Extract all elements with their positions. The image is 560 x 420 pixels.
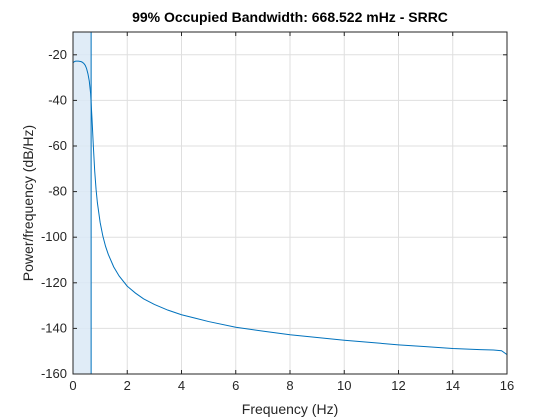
- y-axis-label: Power/frequency (dB/Hz): [20, 125, 36, 281]
- y-tick-label: -20: [48, 47, 67, 62]
- x-tick-label: 4: [178, 378, 185, 393]
- x-tick-label: 16: [500, 378, 514, 393]
- series-layer: [72, 60, 508, 356]
- occupied-band-fill: [73, 32, 92, 374]
- y-tick-label: -60: [48, 138, 67, 153]
- y-tick-label: -40: [48, 92, 67, 107]
- y-tick-label: -120: [41, 275, 67, 290]
- x-axis-label: Frequency (Hz): [242, 401, 338, 417]
- occupied-bandwidth-band: [72, 32, 92, 374]
- x-tick-label: 0: [69, 378, 76, 393]
- x-tick-label: 14: [446, 378, 460, 393]
- psd-series-line: [72, 60, 508, 356]
- x-tick-label: 10: [337, 378, 351, 393]
- x-tick-label: 8: [286, 378, 293, 393]
- ticks: [72, 32, 508, 375]
- y-tick-label: -80: [48, 184, 67, 199]
- x-tick-label: 12: [391, 378, 405, 393]
- y-tick-label: -100: [41, 229, 67, 244]
- x-tick-label: 6: [232, 378, 239, 393]
- y-tick-labels: -160 -140 -120 -100 -80 -60 -40 -20: [41, 47, 67, 381]
- chart-title: 99% Occupied Bandwidth: 668.522 mHz - SR…: [132, 9, 448, 25]
- x-tick-label: 2: [124, 378, 131, 393]
- y-tick-label: -160: [41, 366, 67, 381]
- y-tick-label: -140: [41, 320, 67, 335]
- x-tick-labels: 0 2 4 6 8 10 12 14 16: [69, 378, 514, 393]
